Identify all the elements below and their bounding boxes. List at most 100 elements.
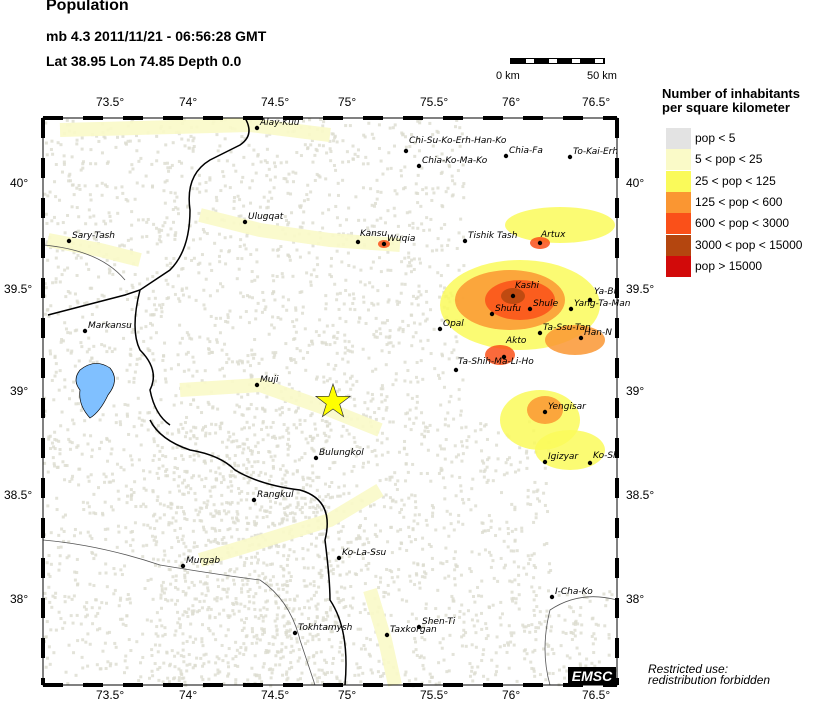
low-pop-cell — [146, 579, 150, 583]
low-pop-cell — [58, 554, 62, 558]
low-pop-cell — [375, 218, 379, 222]
low-pop-cell — [187, 491, 191, 495]
low-pop-cell — [352, 642, 356, 646]
low-pop-cell — [267, 167, 271, 171]
low-pop-cell — [210, 422, 214, 426]
low-pop-cell — [209, 607, 213, 611]
low-pop-cell — [163, 368, 167, 372]
low-pop-cell — [321, 452, 325, 456]
low-pop-cell — [410, 313, 414, 317]
low-pop-cell — [386, 450, 390, 454]
low-pop-cell — [146, 411, 150, 415]
low-pop-cell — [565, 593, 569, 597]
low-pop-cell — [125, 666, 129, 670]
low-pop-cell — [315, 475, 319, 479]
low-pop-cell — [68, 291, 72, 295]
low-pop-cell — [201, 664, 205, 668]
low-pop-cell — [544, 678, 548, 682]
low-pop-cell — [264, 305, 268, 309]
low-pop-cell — [514, 601, 518, 605]
low-pop-cell — [316, 504, 320, 508]
low-pop-cell — [380, 431, 384, 435]
low-pop-cell — [316, 553, 320, 557]
low-pop-cell — [220, 493, 224, 497]
low-pop-cell — [416, 173, 420, 177]
low-pop-cell — [401, 133, 405, 137]
low-pop-cell — [72, 193, 76, 197]
low-pop-cell — [151, 674, 155, 678]
low-pop-cell — [220, 502, 224, 506]
low-pop-cell — [265, 147, 269, 151]
low-pop-cell — [191, 640, 195, 644]
low-pop-cell — [138, 282, 142, 286]
low-pop-cell — [584, 664, 588, 668]
low-pop-cell — [453, 568, 457, 572]
low-pop-cell — [181, 641, 185, 645]
low-pop-cell — [428, 423, 432, 427]
event-location: Lat 38.95 Lon 74.85 Depth 0.0 — [46, 53, 242, 69]
low-pop-cell — [272, 161, 276, 165]
low-pop-cell — [362, 295, 366, 299]
low-pop-cell — [161, 358, 165, 362]
low-pop-cell — [133, 480, 137, 484]
low-pop-cell — [476, 585, 480, 589]
low-pop-cell — [363, 401, 367, 405]
low-pop-cell — [461, 452, 465, 456]
low-pop-cell — [588, 599, 592, 603]
low-pop-cell — [411, 294, 415, 298]
low-pop-cell — [238, 359, 242, 363]
low-pop-cell — [267, 649, 271, 653]
low-pop-cell — [509, 640, 513, 644]
low-pop-cell — [63, 513, 67, 517]
low-pop-cell — [344, 124, 348, 128]
low-pop-cell — [471, 477, 475, 481]
low-pop-cell — [310, 446, 314, 450]
low-pop-cell — [191, 149, 195, 153]
low-pop-cell — [190, 258, 194, 262]
low-pop-cell — [234, 600, 238, 604]
low-pop-cell — [50, 139, 54, 143]
low-pop-cell — [84, 222, 88, 226]
low-pop-cell — [63, 231, 67, 235]
low-pop-cell — [324, 527, 328, 531]
low-pop-cell — [425, 426, 429, 430]
low-pop-cell — [266, 199, 270, 203]
low-pop-cell — [573, 628, 577, 632]
low-pop-cell — [315, 510, 319, 514]
low-pop-cell — [317, 505, 321, 509]
low-pop-cell — [400, 598, 404, 602]
low-pop-cell — [267, 377, 271, 381]
low-pop-cell — [323, 557, 327, 561]
low-pop-cell — [52, 651, 56, 655]
low-pop-cell — [161, 634, 165, 638]
low-pop-cell — [155, 242, 159, 246]
low-pop-cell — [146, 523, 150, 527]
low-pop-cell — [214, 661, 218, 665]
city-label: Igizyar — [548, 452, 579, 462]
low-pop-cell — [431, 514, 435, 518]
low-pop-cell — [52, 398, 56, 402]
city-marker — [437, 326, 443, 332]
low-pop-cell — [455, 340, 459, 344]
low-pop-cell — [155, 271, 159, 275]
low-pop-cell — [172, 471, 176, 475]
low-pop-cell — [187, 607, 191, 611]
low-pop-cell — [173, 465, 177, 469]
legend-label: pop > 15000 — [695, 258, 763, 273]
low-pop-cell — [255, 633, 259, 637]
low-pop-cell — [380, 674, 384, 678]
low-pop-cell — [337, 388, 341, 392]
low-pop-cell — [120, 243, 124, 247]
low-pop-cell — [408, 417, 412, 421]
low-pop-cell — [160, 310, 164, 314]
low-pop-cell — [213, 485, 217, 489]
low-pop-cell — [98, 667, 102, 671]
low-pop-cell — [87, 505, 91, 509]
low-pop-cell — [292, 550, 296, 554]
low-pop-cell — [103, 183, 107, 187]
low-pop-cell — [502, 473, 506, 477]
low-pop-cell — [275, 248, 279, 252]
low-pop-cell — [376, 670, 380, 674]
low-pop-cell — [299, 154, 303, 158]
